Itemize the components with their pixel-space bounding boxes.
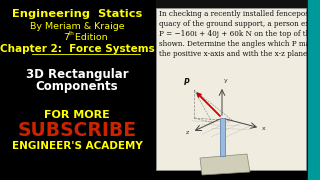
- Text: z: z: [186, 130, 189, 136]
- Text: By Meriam & Kraige: By Meriam & Kraige: [30, 22, 124, 31]
- Text: Edition: Edition: [72, 33, 108, 42]
- Polygon shape: [200, 154, 250, 175]
- Text: Engineering  Statics: Engineering Statics: [12, 9, 142, 19]
- Text: th: th: [69, 31, 75, 36]
- Text: ENGINEER'S ACADEMY: ENGINEER'S ACADEMY: [12, 141, 142, 151]
- Text: 7: 7: [63, 33, 69, 42]
- Bar: [156, 8, 306, 170]
- Text: FOR MORE: FOR MORE: [44, 110, 110, 120]
- Text: Chapter 2:  Force Systems: Chapter 2: Force Systems: [0, 44, 154, 54]
- Text: SUBSCRIBE: SUBSCRIBE: [18, 121, 137, 140]
- Text: y: y: [223, 78, 227, 83]
- Bar: [220, 118, 225, 156]
- Bar: [156, 0, 308, 9]
- Text: In checking a recently installed fencepost for ade-
quacy of the ground support,: In checking a recently installed fencepo…: [159, 10, 320, 58]
- Text: Components: Components: [36, 80, 118, 93]
- Text: 3D Rectangular: 3D Rectangular: [26, 68, 128, 81]
- Bar: [308, 0, 320, 180]
- Text: x: x: [262, 127, 266, 132]
- Text: P: P: [183, 78, 189, 87]
